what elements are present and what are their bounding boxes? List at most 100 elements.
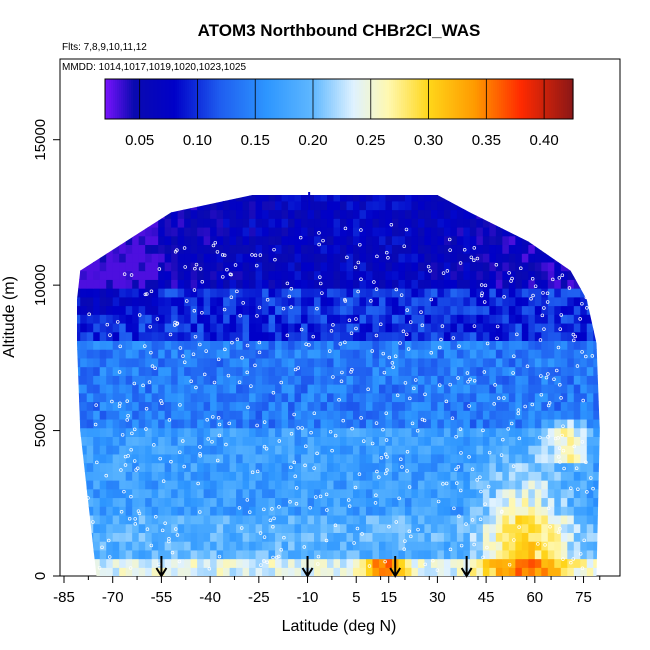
curtain-cell bbox=[294, 445, 302, 455]
curtain-cell bbox=[190, 462, 198, 472]
curtain-cell bbox=[165, 183, 172, 192]
sample-marker bbox=[400, 465, 404, 469]
curtain-cell bbox=[210, 436, 218, 446]
sample-marker bbox=[441, 271, 446, 275]
curtain-cell bbox=[521, 270, 529, 280]
curtain-cell bbox=[106, 497, 114, 507]
curtain-cell bbox=[158, 462, 166, 472]
curtain-cell bbox=[216, 253, 224, 263]
curtain-cell bbox=[586, 514, 594, 525]
curtain-cell bbox=[352, 471, 361, 481]
sample-marker bbox=[403, 539, 407, 543]
curtain-cell bbox=[190, 235, 198, 246]
curtain-cell bbox=[476, 384, 484, 394]
curtain-cell bbox=[294, 462, 302, 472]
curtain-cell bbox=[177, 305, 185, 315]
curtain-cell bbox=[521, 288, 529, 298]
curtain-cell bbox=[340, 384, 348, 394]
curtain-cell bbox=[229, 218, 237, 228]
sample-marker bbox=[149, 289, 154, 293]
sample-marker bbox=[385, 455, 389, 459]
curtain-cell bbox=[378, 209, 387, 219]
curtain-cell bbox=[164, 506, 172, 516]
curtain-cell bbox=[171, 567, 179, 576]
curtain-cell bbox=[580, 340, 588, 350]
curtain-cell bbox=[489, 200, 497, 211]
curtain-cell bbox=[132, 194, 140, 202]
curtain-cell bbox=[320, 480, 328, 490]
curtain-cell bbox=[320, 366, 328, 376]
curtain-cell bbox=[171, 427, 179, 437]
curtain-cell bbox=[482, 497, 490, 507]
curtain-cell bbox=[76, 340, 81, 350]
curtain-cell bbox=[450, 558, 458, 568]
sample-marker bbox=[369, 299, 373, 303]
sample-marker bbox=[403, 381, 408, 385]
curtain-cell bbox=[417, 514, 426, 525]
curtain-cell bbox=[229, 253, 237, 263]
curtain-cell bbox=[352, 349, 361, 359]
curtain-cell bbox=[482, 314, 490, 324]
curtain-cell bbox=[190, 427, 198, 437]
curtain-cell bbox=[223, 296, 231, 307]
curtain-cell bbox=[164, 488, 172, 499]
curtain-cell bbox=[125, 471, 133, 481]
curtain-cell bbox=[145, 279, 153, 289]
curtain-cell bbox=[164, 331, 172, 342]
curtain-cell bbox=[567, 436, 575, 446]
curtain-cell bbox=[580, 305, 588, 315]
curtain-cell bbox=[417, 384, 426, 394]
curtain-cell bbox=[301, 462, 309, 472]
curtain-cell bbox=[327, 288, 335, 298]
curtain-cell bbox=[210, 532, 218, 542]
curtain-cell bbox=[262, 340, 270, 350]
curtain-cell bbox=[236, 270, 244, 280]
curtain-cell bbox=[541, 314, 549, 324]
sample-marker bbox=[191, 352, 196, 356]
curtain-cell bbox=[177, 279, 185, 289]
curtain-cell bbox=[119, 384, 127, 394]
curtain-cell bbox=[320, 497, 328, 507]
curtain-cell bbox=[327, 296, 335, 307]
curtain-cell bbox=[450, 296, 458, 307]
curtain-cell bbox=[586, 218, 594, 228]
curtain-cell bbox=[417, 410, 426, 420]
curtain-cell bbox=[424, 357, 432, 368]
curtain-cell bbox=[404, 357, 413, 368]
curtain-cell bbox=[197, 209, 205, 219]
curtain-cell bbox=[417, 427, 426, 437]
curtain-cell bbox=[378, 375, 387, 385]
curtain-cell bbox=[249, 349, 257, 359]
sample-marker bbox=[556, 345, 561, 350]
curtain-cell bbox=[190, 401, 198, 411]
curtain-cell bbox=[268, 471, 276, 481]
sample-marker bbox=[405, 450, 410, 454]
curtain-cell bbox=[476, 261, 484, 272]
curtain-cell bbox=[378, 541, 387, 551]
curtain-cell bbox=[398, 322, 406, 333]
curtain-cell bbox=[417, 194, 426, 202]
sample-marker bbox=[349, 370, 353, 374]
curtain-cell bbox=[443, 384, 451, 394]
curtain-cell bbox=[197, 305, 205, 315]
curtain-cell bbox=[567, 523, 575, 533]
curtain-cell bbox=[534, 261, 542, 272]
curtain-cell bbox=[177, 235, 185, 246]
curtain-cell bbox=[508, 567, 516, 576]
curtain-cell bbox=[262, 288, 270, 298]
curtain-cell bbox=[359, 357, 367, 368]
curtain-cell bbox=[359, 488, 367, 499]
curtain-cell bbox=[391, 314, 400, 324]
curtain-cell bbox=[288, 523, 296, 533]
curtain-cell bbox=[502, 244, 510, 254]
curtain-cell bbox=[320, 340, 328, 350]
curtain-cell bbox=[262, 514, 270, 525]
curtain-cell bbox=[340, 480, 348, 490]
curtain-cell bbox=[482, 253, 490, 263]
curtain-cell bbox=[573, 436, 581, 446]
curtain-cell bbox=[249, 305, 257, 315]
curtain-cell bbox=[164, 296, 172, 307]
curtain-cell bbox=[236, 235, 244, 246]
curtain-cell bbox=[463, 480, 471, 490]
curtain-cell bbox=[320, 532, 328, 542]
